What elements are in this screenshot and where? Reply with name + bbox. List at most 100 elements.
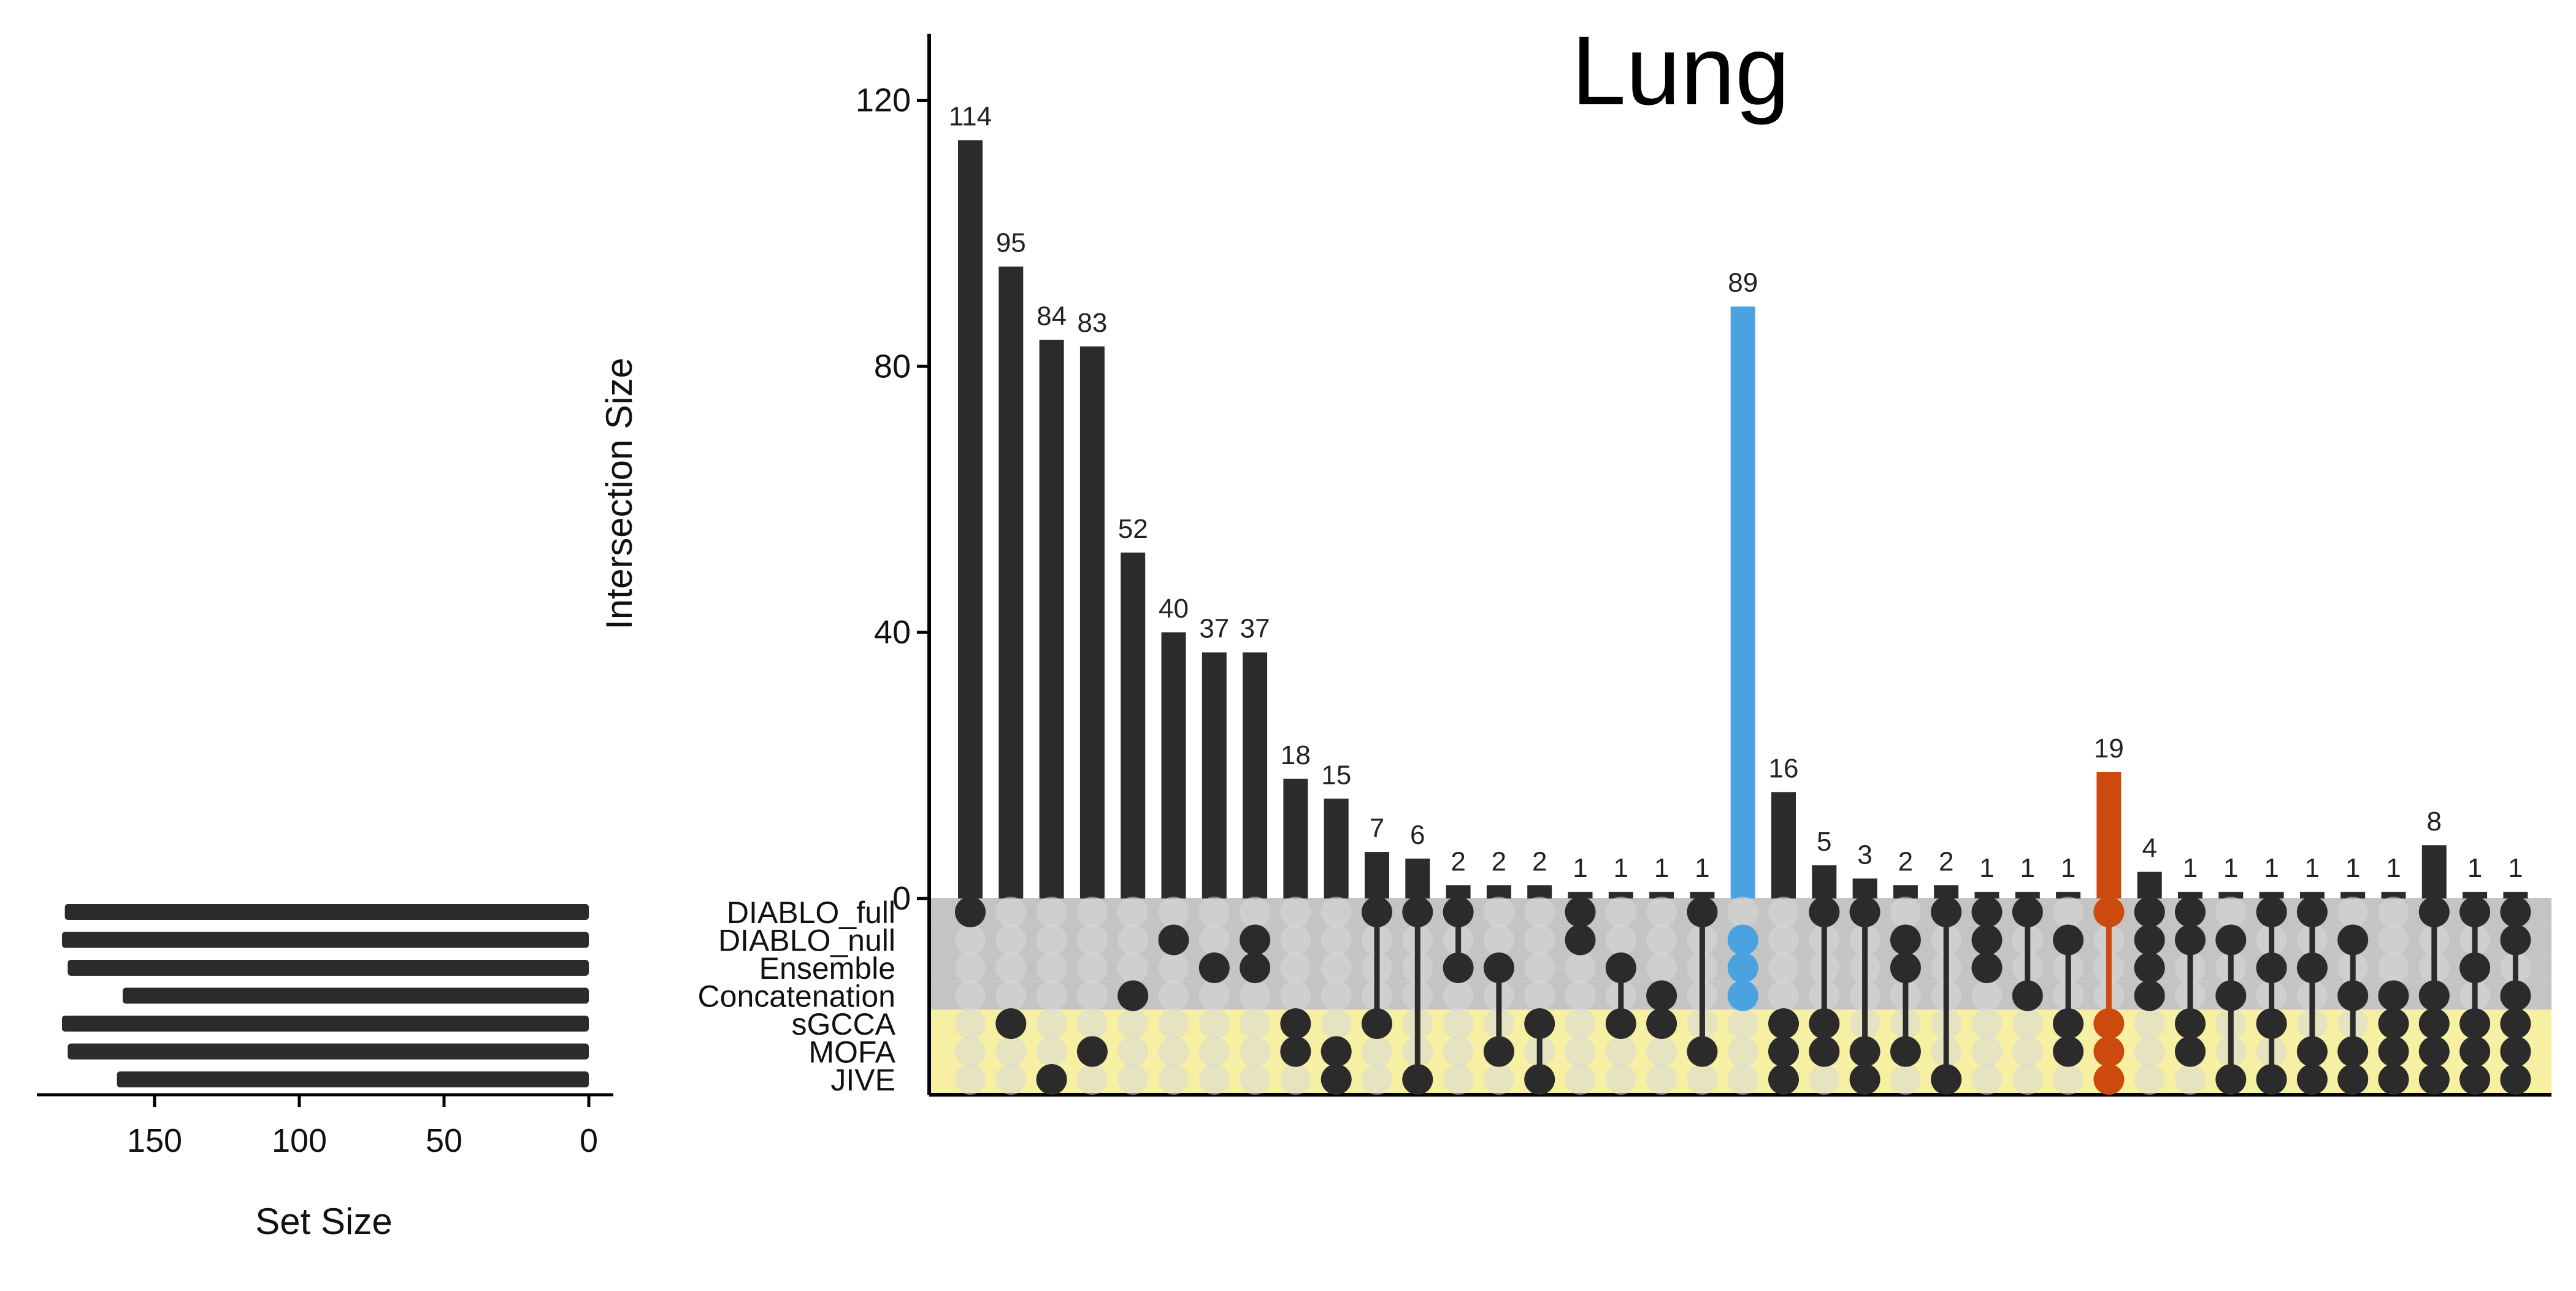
- matrix-dot-active: [1849, 897, 1880, 927]
- intersection-bar: [1365, 852, 1389, 898]
- intersection-bar: [1608, 892, 1633, 898]
- matrix-dot-inactive: [2134, 1064, 2165, 1095]
- matrix-dot-active: [1768, 1008, 1799, 1039]
- matrix-dot-inactive: [1240, 1008, 1271, 1039]
- matrix-dot-inactive: [1240, 1036, 1271, 1067]
- matrix-dot-inactive: [1443, 1008, 1474, 1039]
- matrix-dot-inactive: [1117, 1036, 1149, 1067]
- intersection-bar-label: 1: [2264, 853, 2279, 883]
- matrix-dot-active: [1727, 924, 1758, 956]
- matrix-dot-active: [2500, 1036, 2531, 1067]
- matrix-dot-active: [1280, 1008, 1311, 1039]
- matrix-dot-active: [2459, 1036, 2491, 1067]
- y-axis-tick-label: 40: [874, 614, 911, 651]
- intersection-bar: [2299, 892, 2325, 898]
- intersection-bar: [2056, 892, 2081, 898]
- matrix-dot-active: [1727, 952, 1758, 983]
- set-size-axis: 150 100 50 0: [37, 1093, 613, 1159]
- intersection-bar: [1486, 885, 1511, 898]
- intersection-bar-label: 37: [1199, 614, 1229, 644]
- matrix-dot-inactive: [1443, 1064, 1474, 1095]
- matrix-dot-inactive: [1646, 952, 1677, 983]
- intersection-bar-label: 1: [1979, 853, 1994, 883]
- matrix-dot-inactive: [1524, 924, 1555, 956]
- matrix-dot-active: [1240, 952, 1271, 983]
- matrix-dot-inactive: [1117, 1008, 1149, 1039]
- matrix-dot-inactive: [955, 952, 986, 983]
- matrix-dot-inactive: [1362, 1064, 1392, 1095]
- matrix-dot-inactive: [1483, 1064, 1514, 1095]
- matrix-dot-inactive: [1565, 1036, 1596, 1067]
- matrix-dot-active: [2337, 980, 2369, 1011]
- matrix-dot-active: [1768, 1036, 1799, 1067]
- intersection-bar: [999, 266, 1024, 899]
- matrix-dot-inactive: [2378, 952, 2409, 983]
- matrix-dot-active: [1036, 1064, 1067, 1095]
- set-size-tick-label: 0: [580, 1122, 598, 1159]
- intersection-bar-label: 2: [1492, 846, 1506, 876]
- matrix-dot-active: [2418, 980, 2450, 1011]
- matrix-dot-inactive: [995, 1064, 1027, 1095]
- intersection-bar-label: 2: [1532, 846, 1547, 876]
- matrix-dot-inactive: [1117, 924, 1149, 956]
- matrix-dot-active: [2500, 897, 2531, 927]
- matrix-dot-active: [1931, 1064, 1962, 1095]
- matrix-dot-active: [2012, 980, 2043, 1011]
- matrix-dot-inactive: [995, 980, 1027, 1011]
- matrix-dot-inactive: [1565, 980, 1596, 1011]
- matrix-dot-active: [2256, 952, 2287, 983]
- matrix-dot-active: [2296, 1036, 2328, 1067]
- matrix-dot-active: [2134, 952, 2165, 983]
- matrix-dot-inactive: [1198, 1064, 1230, 1095]
- matrix-dot-active: [1076, 1036, 1108, 1067]
- matrix-dot-active: [2500, 1008, 2531, 1039]
- intersection-bar: [1079, 346, 1105, 898]
- matrix-dot-active: [2500, 1064, 2531, 1095]
- y-axis-tick-label: 0: [892, 880, 911, 917]
- matrix-dot-inactive: [1280, 897, 1311, 927]
- matrix-dot-inactive: [1483, 924, 1514, 956]
- matrix-dot-active: [1890, 952, 1921, 983]
- matrix-dot-active: [2134, 980, 2165, 1011]
- matrix-dot-active: [2175, 1036, 2206, 1067]
- matrix-dot-inactive: [1117, 1064, 1149, 1095]
- intersection-bar: [1446, 885, 1471, 898]
- matrix-dot-active: [1565, 924, 1596, 956]
- intersection-bar-label: 19: [2094, 734, 2124, 764]
- matrix-dot-active: [2093, 1064, 2125, 1095]
- matrix-dot-active: [2175, 924, 2206, 956]
- intersection-bar: [2178, 892, 2202, 898]
- intersection-bar-label: 16: [1769, 753, 1799, 783]
- matrix-dot-inactive: [955, 980, 986, 1011]
- matrix-dot-active: [1931, 897, 1962, 927]
- set-size-bar: [67, 960, 589, 976]
- matrix-dot-inactive: [1076, 897, 1108, 927]
- matrix-dot-active: [2296, 952, 2328, 983]
- intersection-bar: [1324, 799, 1349, 898]
- matrix-dot-active: [1646, 1008, 1677, 1039]
- matrix-dot-inactive: [1443, 1036, 1474, 1067]
- matrix-dot-active: [1687, 897, 1718, 927]
- matrix-dot-inactive: [1280, 980, 1311, 1011]
- intersection-bar: [1202, 652, 1227, 898]
- intersection-bar-label: 114: [949, 102, 992, 132]
- matrix-dot-inactive: [1524, 952, 1555, 983]
- intersection-bar-label: 6: [1410, 820, 1425, 850]
- intersection-bar: [1649, 892, 1674, 898]
- matrix-dot-active: [2337, 1064, 2369, 1095]
- matrix-dot-inactive: [1727, 1064, 1758, 1095]
- matrix-dot-inactive: [1565, 1008, 1596, 1039]
- intersection-bar-label: 37: [1240, 614, 1270, 644]
- matrix-dot-active: [2378, 1036, 2409, 1067]
- matrix-dot-active: [1565, 897, 1596, 927]
- set-size-axis-title: Set Size: [255, 1201, 392, 1242]
- matrix-dot-active: [2296, 1064, 2328, 1095]
- matrix-dot-active: [1890, 1036, 1921, 1067]
- set-size-bar: [123, 987, 589, 1004]
- set-label: DIABLO_full: [727, 895, 895, 930]
- matrix-dot-inactive: [1036, 897, 1067, 927]
- matrix-dot-inactive: [1971, 1064, 2003, 1095]
- matrix-dot-inactive: [1809, 1064, 1840, 1095]
- matrix-dot-active: [1158, 924, 1189, 956]
